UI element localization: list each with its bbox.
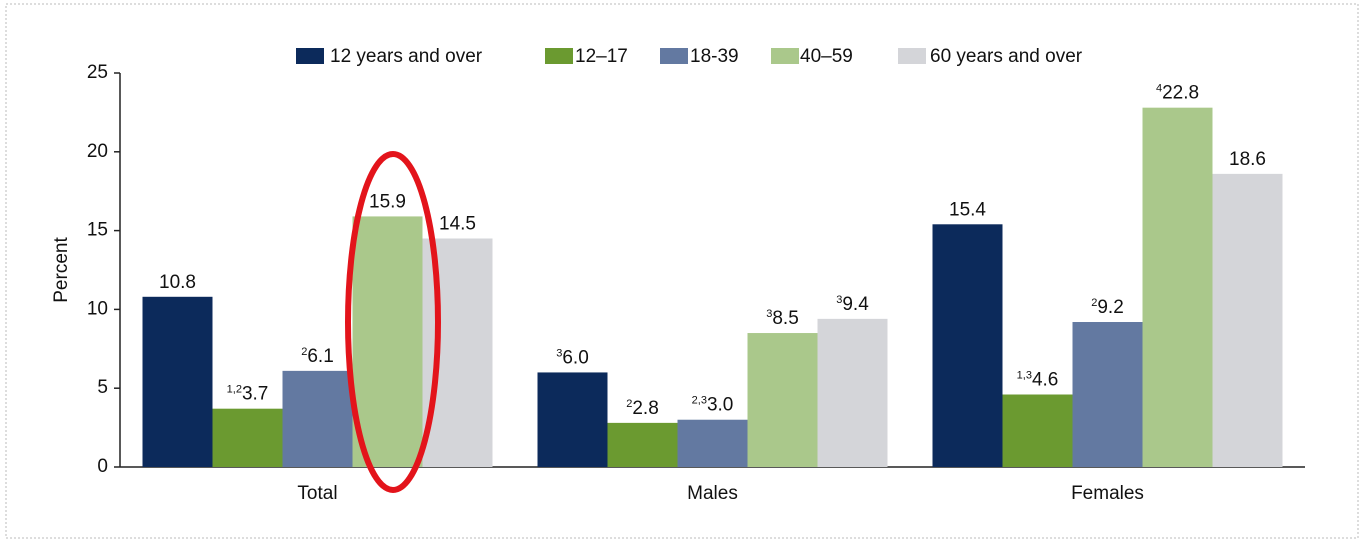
value-text: 3.7: [242, 384, 268, 405]
footnote-mark: 1,2: [227, 384, 242, 396]
value-text: 4.6: [1032, 370, 1058, 391]
footnote-mark: 2,3: [692, 395, 707, 407]
legend-label: 18-39: [690, 46, 739, 67]
footnote-mark: 3: [556, 347, 562, 359]
value-label: 2,33.0: [692, 395, 734, 416]
y-tick-label: 15: [87, 220, 108, 241]
legend-swatch: [296, 48, 324, 64]
value-text: 14.5: [439, 213, 476, 234]
value-text: 6.0: [562, 347, 588, 368]
legend-swatch: [545, 48, 573, 64]
value-label: 39.4: [836, 294, 869, 315]
y-tick-label: 0: [97, 456, 108, 477]
value-label: 26.1: [301, 346, 334, 367]
footnote-mark: 2: [1091, 297, 1097, 309]
footnote-mark: 3: [836, 294, 842, 306]
value-label: 10.8: [159, 272, 196, 293]
bar: [352, 216, 423, 467]
value-label: 38.5: [766, 308, 799, 329]
value-text: 10.8: [159, 272, 196, 293]
value-text: 15.4: [949, 199, 986, 220]
bar: [1072, 322, 1143, 467]
legend-swatch: [771, 48, 799, 64]
value-label: 422.8: [1156, 83, 1199, 104]
value-text: 9.4: [842, 294, 869, 315]
bar: [1002, 394, 1073, 467]
bar: [817, 318, 888, 467]
y-tick-label: 10: [87, 298, 108, 319]
bar: [1212, 173, 1283, 467]
x-tick-label: Total: [297, 483, 337, 504]
bar: [422, 238, 493, 467]
value-text: 2.8: [632, 398, 658, 419]
y-axis-label: Percent: [51, 237, 72, 303]
bar: [537, 372, 608, 467]
value-label: 14.5: [439, 213, 476, 234]
bar: [282, 370, 353, 467]
footnote-mark: 1,3: [1017, 369, 1032, 381]
value-text: 22.8: [1162, 83, 1199, 104]
value-text: 3.0: [707, 395, 733, 416]
value-text: 8.5: [772, 308, 798, 329]
bar: [747, 333, 818, 467]
legend-swatch: [660, 48, 688, 64]
bar: [142, 296, 213, 467]
bar: [932, 224, 1003, 467]
footnote-mark: 2: [626, 398, 632, 410]
footnote-mark: 4: [1156, 83, 1162, 95]
value-label: 18.6: [1229, 149, 1266, 170]
value-label: 1,23.7: [227, 384, 269, 405]
legend-swatch: [898, 48, 926, 64]
legend-label: 12–17: [575, 46, 628, 67]
value-text: 15.9: [369, 191, 406, 212]
highlight-ellipse: [345, 151, 441, 493]
y-tick-label: 25: [87, 62, 108, 83]
y-tick-label: 5: [97, 377, 108, 398]
value-text: 6.1: [307, 346, 333, 367]
value-label: 15.9: [369, 191, 406, 212]
legend-label: 12 years and over: [330, 46, 483, 67]
bar: [1142, 107, 1213, 467]
value-label: 1,34.6: [1017, 369, 1059, 390]
footnote-mark: 2: [301, 346, 307, 358]
value-label: 36.0: [556, 347, 589, 368]
value-label: 29.2: [1091, 297, 1124, 318]
frame: [5, 3, 1359, 539]
footnote-mark: 3: [766, 308, 772, 320]
legend-label: 60 years and over: [930, 46, 1083, 67]
bar: [212, 408, 283, 467]
value-label: 22.8: [626, 398, 659, 419]
bar: [677, 419, 748, 467]
value-text: 9.2: [1097, 297, 1123, 318]
x-tick-label: Females: [1071, 483, 1144, 504]
value-label: 15.4: [949, 199, 986, 220]
value-text: 18.6: [1229, 149, 1266, 170]
legend-label: 40–59: [800, 46, 853, 67]
bar: [607, 422, 678, 467]
x-tick-label: Males: [687, 483, 738, 504]
y-tick-label: 20: [87, 141, 108, 162]
